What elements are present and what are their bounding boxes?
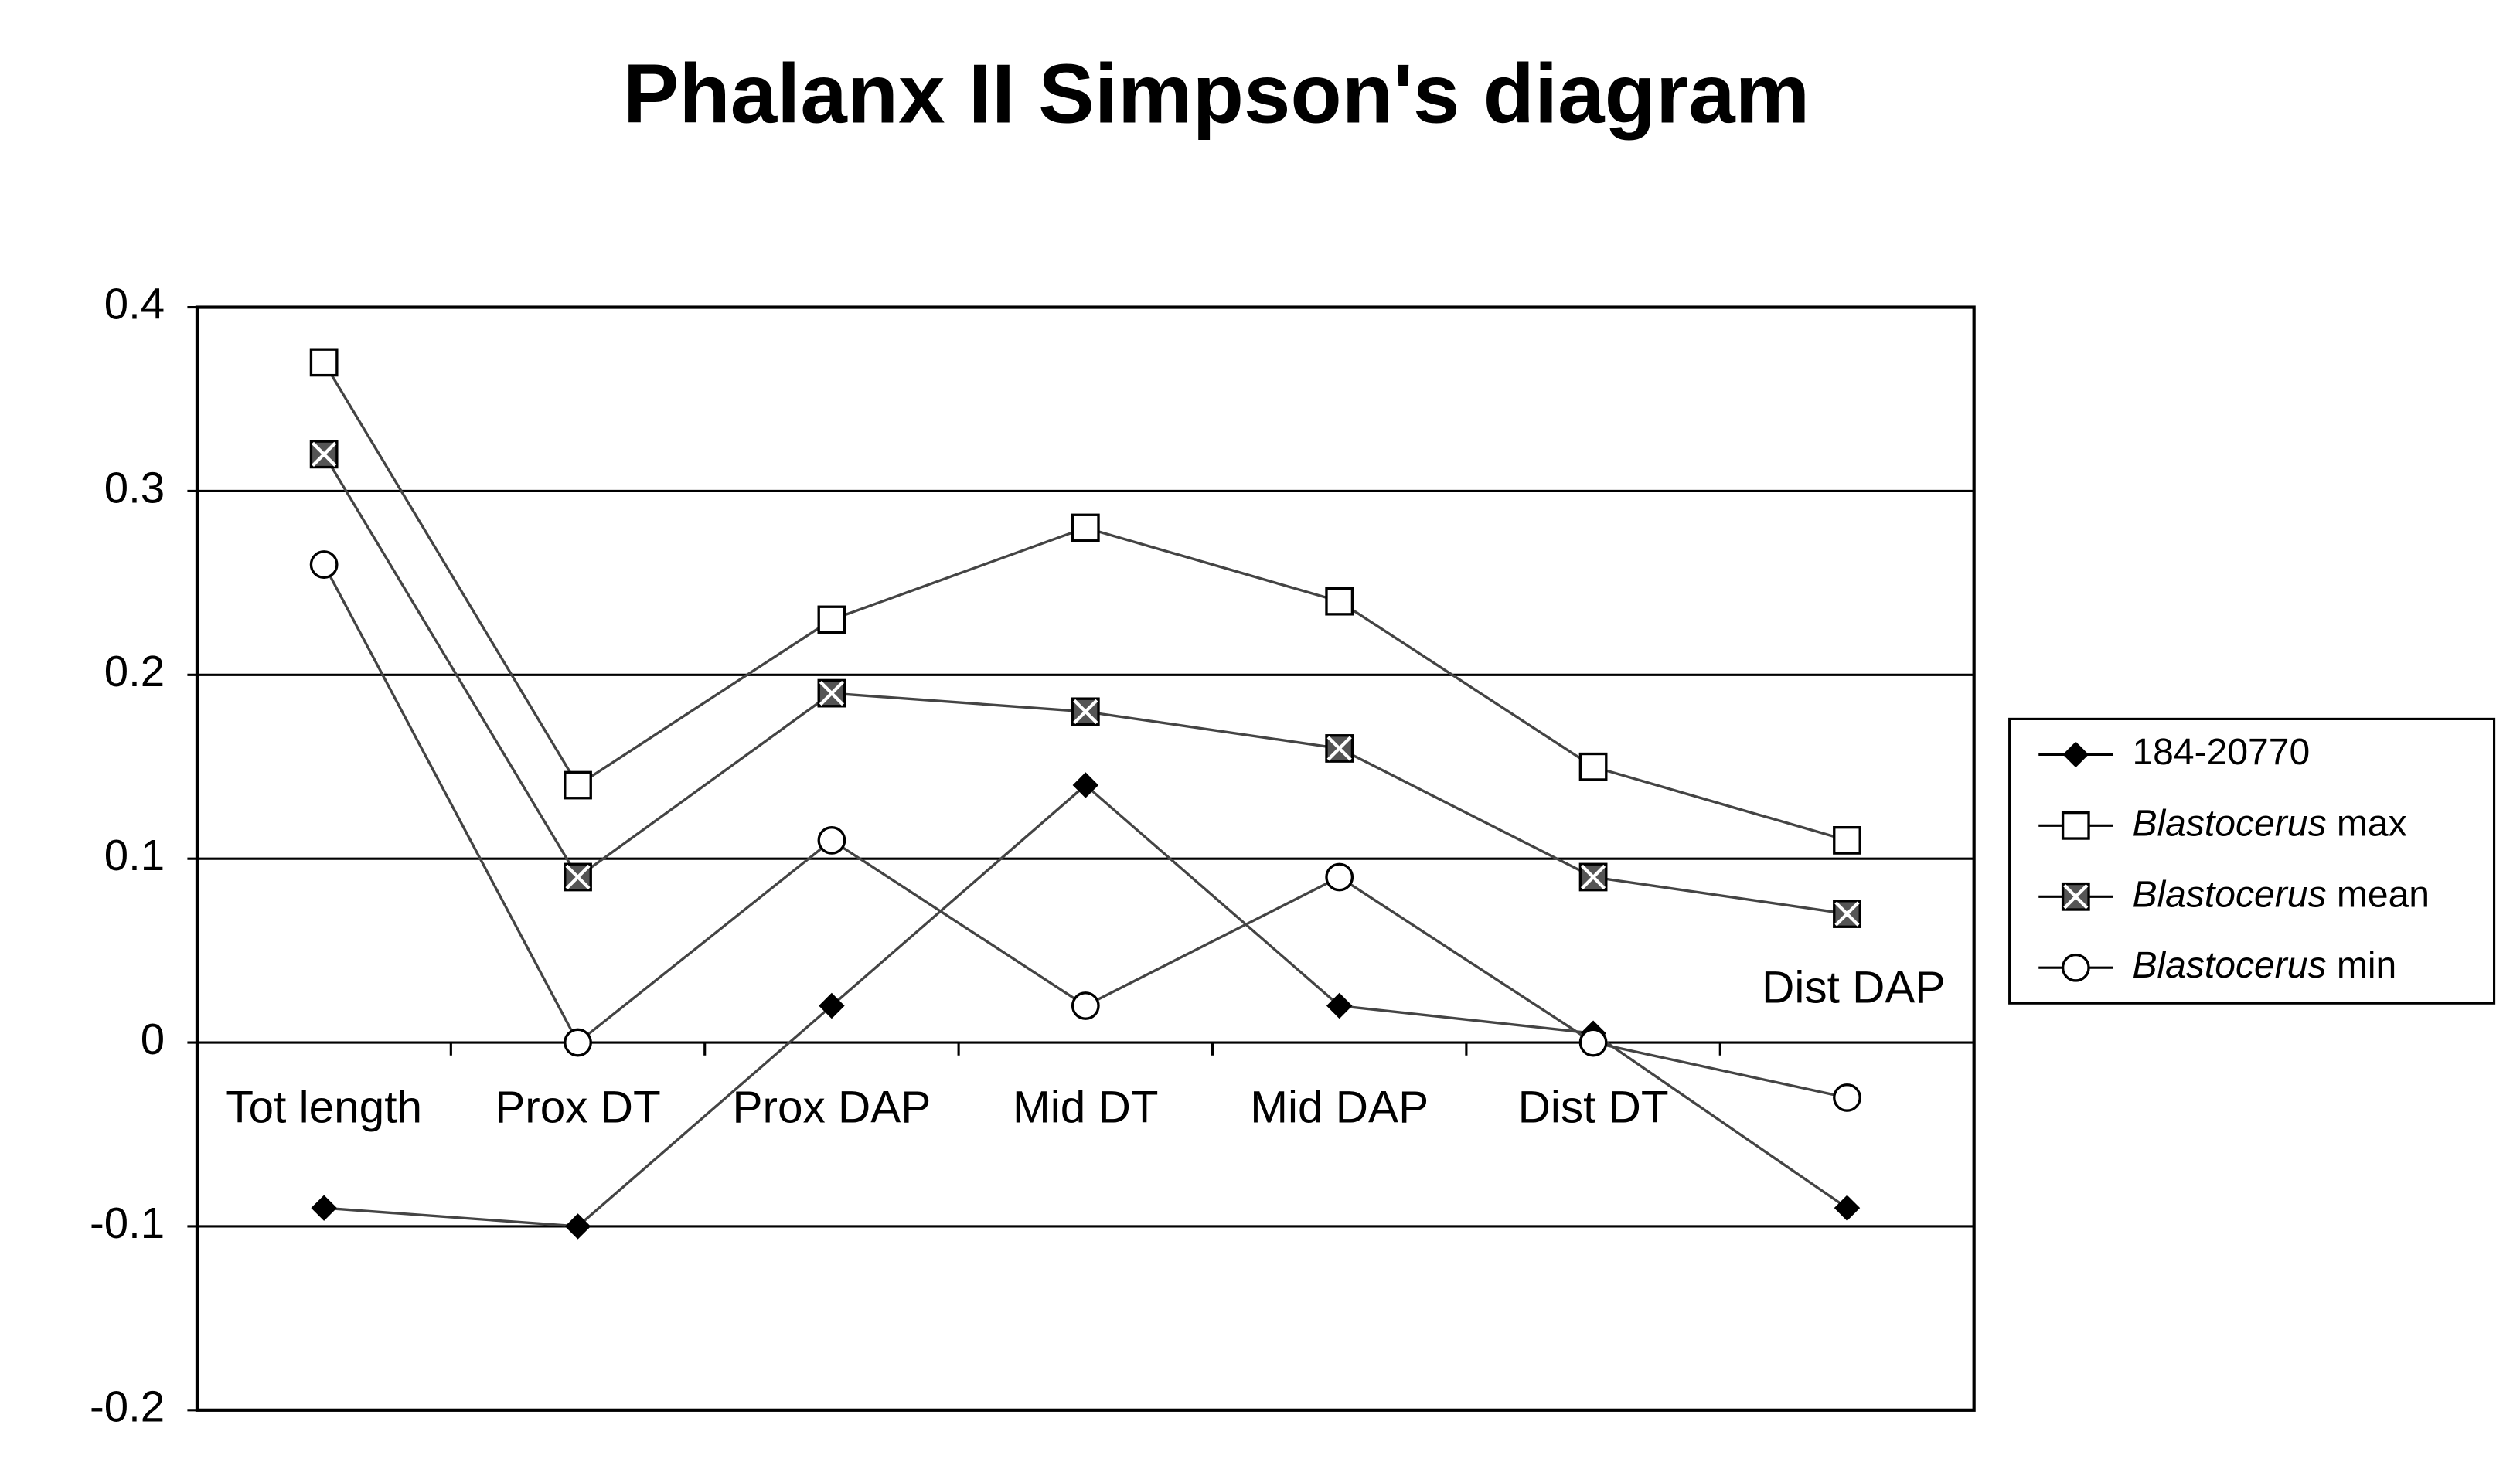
x-tick-label: Prox DAP xyxy=(733,1082,931,1132)
y-tick-label: -0.2 xyxy=(90,1382,165,1431)
y-tick-label: 0 xyxy=(141,1015,165,1063)
series-line xyxy=(322,362,1847,842)
marker xyxy=(1071,697,1100,726)
marker xyxy=(817,678,846,708)
y-tick-label: 0.3 xyxy=(104,463,165,512)
marker xyxy=(1325,862,1354,892)
marker xyxy=(1834,1195,1861,1221)
y-tick-label: 0.2 xyxy=(104,647,165,695)
marker xyxy=(1833,826,1861,855)
marker xyxy=(1833,900,1861,928)
marker xyxy=(564,1213,591,1240)
marker-hatch xyxy=(819,680,845,706)
marker-hatch xyxy=(1326,736,1352,761)
y-tick-label: -0.1 xyxy=(90,1199,165,1247)
marker xyxy=(564,1028,592,1057)
legend-label: 184-20770 xyxy=(2132,731,2310,773)
marker xyxy=(2061,882,2090,911)
marker xyxy=(564,770,592,800)
x-tick-label: Dist DT xyxy=(1518,1082,1669,1132)
marker-hatch xyxy=(2063,884,2089,910)
marker xyxy=(309,440,339,469)
marker xyxy=(1325,587,1354,616)
marker xyxy=(817,605,846,634)
marker-hatch xyxy=(565,864,591,890)
legend-label-rest: mean xyxy=(2326,873,2430,915)
legend-label-italic: Blastocerus xyxy=(2132,802,2326,844)
legend-label-italic: Blastocerus xyxy=(2132,944,2326,986)
marker xyxy=(311,1195,337,1221)
legend-box xyxy=(2008,717,2496,1005)
marker xyxy=(1071,513,1100,542)
legend-label: Blastocerus mean xyxy=(2132,873,2430,915)
marker xyxy=(2061,953,2090,982)
marker-hatch xyxy=(1073,699,1098,724)
x-tick-label: Mid DAP xyxy=(1250,1082,1429,1132)
marker-hatch xyxy=(312,441,337,467)
marker xyxy=(1578,752,1608,781)
marker xyxy=(1325,734,1354,763)
marker-hatch xyxy=(1580,864,1606,890)
marker xyxy=(309,348,339,377)
y-tick-label: 0.4 xyxy=(104,279,165,328)
marker xyxy=(1326,992,1353,1019)
y-tick-label: 0.1 xyxy=(104,831,165,879)
legend-label: Blastocerus max xyxy=(2132,802,2406,844)
legend-label-rest: max xyxy=(2326,802,2406,844)
x-tick-label: Dist DAP xyxy=(1762,963,1945,1013)
x-tick-label: Prox DT xyxy=(495,1082,661,1132)
marker xyxy=(817,826,846,855)
marker xyxy=(1071,991,1100,1020)
marker xyxy=(309,550,339,579)
legend-label: Blastocerus min xyxy=(2132,944,2396,986)
legend-label-italic: Blastocerus xyxy=(2132,873,2326,915)
marker xyxy=(1072,772,1099,798)
marker xyxy=(2061,811,2090,840)
x-tick-label: Mid DT xyxy=(1013,1082,1159,1132)
x-tick-label: Tot length xyxy=(226,1082,422,1132)
legend-label-rest: min xyxy=(2326,944,2396,986)
marker xyxy=(819,992,845,1019)
chart-title: Phalanx II Simpson's diagram xyxy=(623,48,1810,141)
marker xyxy=(564,862,592,892)
marker xyxy=(1578,1028,1608,1057)
marker-hatch xyxy=(1834,901,1860,927)
marker xyxy=(1833,1083,1861,1112)
marker xyxy=(1578,862,1608,892)
